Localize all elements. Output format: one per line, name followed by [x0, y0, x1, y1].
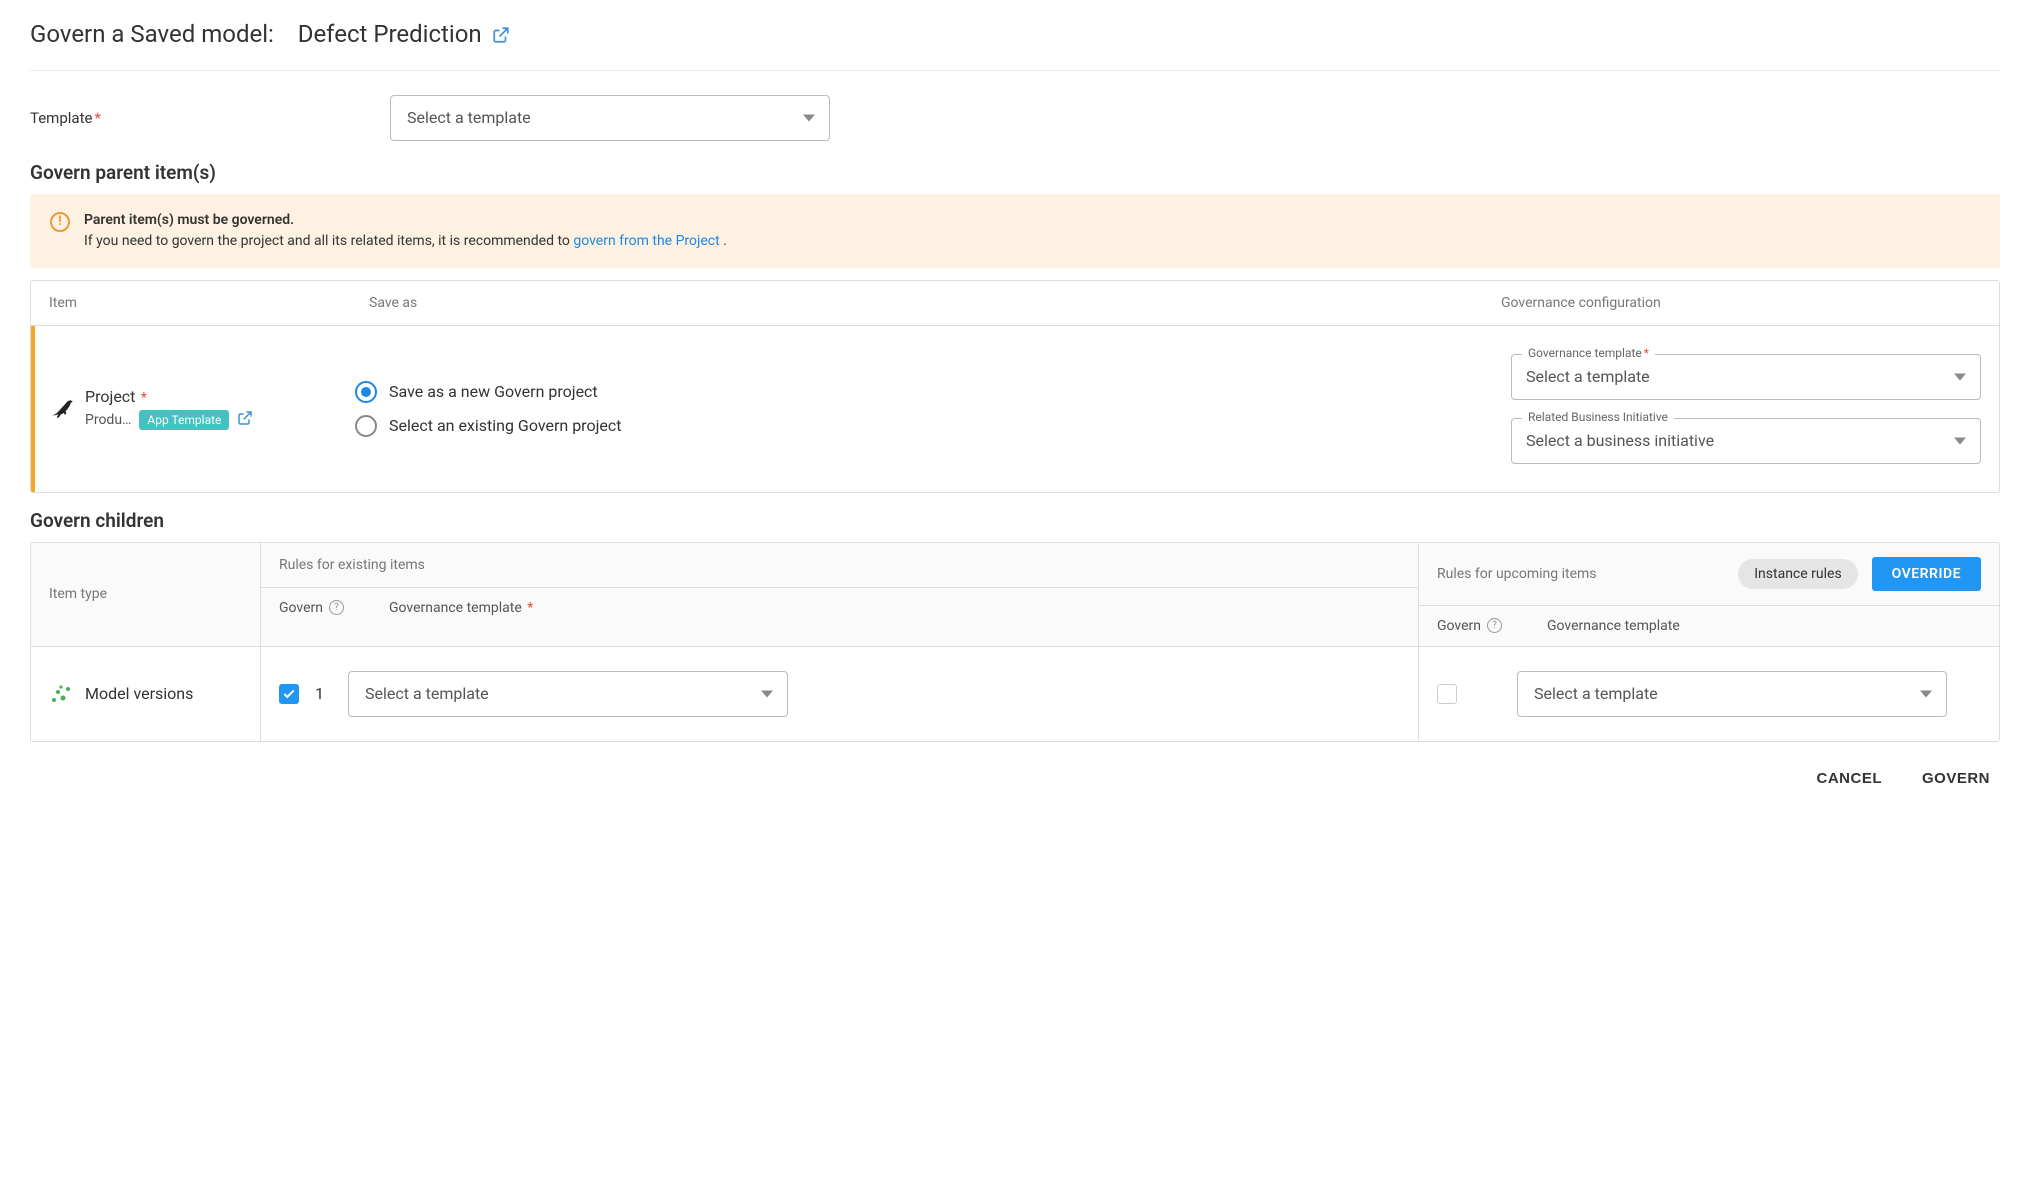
alert-body: Parent item(s) must be governed. If you …: [84, 210, 727, 252]
template-label: Template*: [30, 109, 390, 127]
template-select[interactable]: Select a template: [390, 95, 830, 141]
radio-icon: [355, 415, 377, 437]
chevron-down-icon: [761, 690, 773, 697]
template-row: Template* Select a template: [30, 95, 2000, 141]
parent-warning-alert: ! Parent item(s) must be governed. If yo…: [30, 194, 2000, 268]
gov-template-legend: Governance template*: [1522, 346, 1655, 360]
col-itemtype-header: Item type: [31, 543, 261, 646]
section-parent-heading: Govern parent item(s): [30, 161, 2000, 184]
govern-button[interactable]: GOVERN: [1922, 770, 1990, 787]
sub-govern-existing: Govern ?: [279, 600, 359, 616]
col-item-header: Item: [49, 295, 369, 311]
biz-initiative-select[interactable]: Related Business Initiative Select a bus…: [1511, 418, 1981, 464]
rules-existing-label: Rules for existing items: [279, 557, 425, 573]
col-upcoming: Rules for upcoming items Instance rules …: [1419, 543, 1999, 646]
govern-from-project-link[interactable]: govern from the Project: [573, 233, 719, 249]
sub-tpl-existing: Governance template *: [389, 600, 533, 616]
gov-template-text: Select a template: [1526, 367, 1650, 386]
parent-panel-header: Item Save as Governance configuration: [31, 281, 1999, 326]
sub-govern-upcoming: Govern ?: [1437, 618, 1517, 634]
col-saveas-header: Save as: [369, 295, 1501, 311]
gov-template-select[interactable]: Governance template* Select a template: [1511, 354, 1981, 400]
row-upcoming: Select a template: [1419, 647, 1999, 741]
chevron-down-icon: [1954, 437, 1966, 444]
override-button[interactable]: OVERRIDE: [1872, 557, 1981, 591]
govern-existing-checkbox[interactable]: [279, 684, 299, 704]
parent-item-title: Project *: [85, 387, 253, 406]
project-icon: [49, 396, 75, 422]
page-title: Govern a Saved model: Defect Prediction: [30, 20, 2000, 71]
radio-save-new[interactable]: Save as a new Govern project: [355, 381, 1511, 403]
parent-item-block: Project * Produ… App Template: [49, 387, 355, 430]
help-icon[interactable]: ?: [1487, 618, 1502, 633]
row-itemtype: Model versions: [31, 647, 261, 741]
parent-row: Project * Produ… App Template Save as a …: [31, 326, 1999, 492]
col-govconf-header: Governance configuration: [1501, 295, 1981, 311]
children-header: Item type Rules for existing items Gover…: [31, 543, 1999, 646]
biz-initiative-legend: Related Business Initiative: [1522, 410, 1674, 424]
existing-count: 1: [315, 684, 324, 703]
model-versions-icon: [49, 682, 73, 706]
chevron-down-icon: [803, 114, 815, 121]
external-link-icon[interactable]: [492, 22, 510, 50]
gov-config-block: Governance template* Select a template R…: [1511, 354, 1981, 464]
saveas-radio-group: Save as a new Govern project Select an e…: [355, 381, 1511, 437]
radio-icon: [355, 381, 377, 403]
upcoming-template-text: Select a template: [1534, 684, 1658, 703]
section-children-heading: Govern children: [30, 509, 2000, 532]
govern-upcoming-checkbox[interactable]: [1437, 684, 1457, 704]
radio-save-new-label: Save as a new Govern project: [389, 382, 598, 401]
chevron-down-icon: [1920, 690, 1932, 697]
instance-rules-pill[interactable]: Instance rules: [1738, 559, 1857, 589]
row-itemtype-label: Model versions: [85, 684, 193, 703]
title-prefix: Govern a Saved model:: [30, 20, 274, 48]
external-link-icon[interactable]: [237, 410, 253, 430]
sub-tpl-upcoming: Governance template: [1547, 618, 1680, 634]
rules-upcoming-label: Rules for upcoming items: [1437, 566, 1597, 582]
footer-actions: CANCEL GOVERN: [30, 742, 2000, 787]
help-icon[interactable]: ?: [329, 600, 344, 615]
warning-icon: !: [50, 212, 70, 232]
radio-select-existing-label: Select an existing Govern project: [389, 416, 622, 435]
cancel-button[interactable]: CANCEL: [1816, 770, 1882, 787]
existing-template-text: Select a template: [365, 684, 489, 703]
chevron-down-icon: [1954, 373, 1966, 380]
alert-text-before: If you need to govern the project and al…: [84, 233, 573, 249]
template-select-text: Select a template: [407, 108, 531, 127]
parent-panel: Item Save as Governance configuration Pr…: [30, 280, 2000, 493]
alert-heading: Parent item(s) must be governed.: [84, 212, 294, 228]
upcoming-template-select[interactable]: Select a template: [1517, 671, 1947, 717]
parent-item-subtitle: Produ…: [85, 412, 131, 428]
children-row: Model versions 1 Select a template Selec…: [31, 646, 1999, 741]
row-existing: 1 Select a template: [261, 647, 1419, 741]
radio-select-existing[interactable]: Select an existing Govern project: [355, 415, 1511, 437]
biz-initiative-text: Select a business initiative: [1526, 431, 1714, 450]
app-template-tag: App Template: [139, 410, 229, 430]
children-panel: Item type Rules for existing items Gover…: [30, 542, 2000, 742]
col-existing: Rules for existing items Govern ? Govern…: [261, 543, 1419, 646]
title-model-name: Defect Prediction: [298, 20, 482, 48]
existing-template-select[interactable]: Select a template: [348, 671, 788, 717]
alert-text-after: .: [723, 233, 727, 249]
